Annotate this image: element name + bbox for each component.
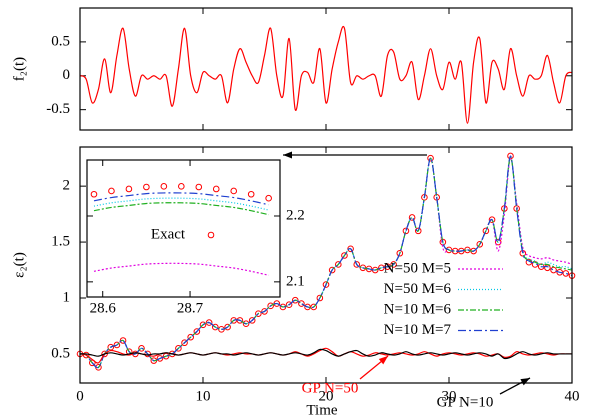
x-tick-label: 0 [76, 388, 84, 404]
data-point [224, 323, 231, 331]
x-tick-label: 30 [442, 388, 457, 404]
arrow-head [283, 151, 292, 159]
data-point [143, 183, 150, 191]
arrow-head [378, 356, 388, 365]
y-tick-label: 0.5 [51, 345, 70, 361]
x-tick-label: 28.7 [177, 300, 204, 316]
data-line [93, 202, 269, 216]
data-point [90, 190, 98, 198]
plot-area [87, 160, 280, 297]
data-point [488, 216, 496, 224]
plot-frame [79, 7, 573, 131]
data-point [261, 308, 268, 315]
data-point [212, 323, 219, 331]
data-point [304, 303, 311, 311]
data-point [160, 183, 168, 190]
data-point [125, 185, 133, 193]
data-point [414, 227, 422, 235]
y-axis-label: ε₂(t) [11, 252, 27, 278]
data-line [93, 192, 269, 206]
data-point [482, 227, 490, 235]
data-point [242, 320, 250, 328]
data-point [119, 337, 127, 344]
data-point [322, 281, 330, 288]
data-point [156, 355, 164, 362]
plot-frame [86, 159, 281, 298]
y-tick-label: 0.5 [51, 33, 70, 49]
data-point [108, 187, 115, 195]
x-tick-label: 10 [196, 388, 211, 404]
data-point [427, 154, 434, 162]
arrow-head [520, 378, 530, 386]
data-point [175, 345, 182, 352]
legend-label: N=50 M=6 [384, 281, 452, 297]
legend-label: Exact [151, 226, 186, 242]
x-tick-label: 28.6 [90, 300, 117, 316]
data-point [285, 301, 293, 309]
y-tick-label: -0.5 [46, 101, 70, 117]
x-tick-label: 40 [565, 388, 580, 404]
data-line [93, 197, 269, 211]
data-point [310, 303, 318, 311]
data-point [187, 333, 194, 341]
legend-marker [207, 231, 215, 239]
data-point [101, 350, 108, 358]
annotation: GP N=50 [302, 380, 359, 396]
data-point [255, 310, 262, 317]
data-point [396, 249, 404, 257]
data-point [291, 296, 299, 304]
data-line [79, 348, 572, 360]
y-tick-label: 0 [63, 67, 71, 83]
data-point [195, 183, 203, 191]
data-point [347, 245, 354, 253]
annotation: GP N=10 [437, 394, 494, 410]
data-point [230, 187, 238, 195]
data-point [265, 194, 272, 202]
data-point [138, 345, 145, 352]
data-point [248, 317, 256, 324]
data-point [298, 300, 305, 307]
plot-area [80, 8, 572, 130]
x-tick-label: 20 [319, 388, 334, 404]
y-axis-label: f₂(t) [11, 57, 27, 81]
data-point [341, 252, 348, 259]
data-point [335, 261, 342, 268]
data-point [113, 341, 121, 349]
data-point [359, 264, 367, 272]
data-point [199, 321, 207, 329]
data-point [445, 246, 453, 254]
data-point [402, 227, 410, 235]
data-point [193, 328, 201, 335]
y-tick-label: 2.1 [286, 273, 305, 289]
y-tick-label: 2 [63, 178, 71, 194]
data-point [181, 339, 188, 347]
plot-frame [79, 146, 573, 384]
data-point [353, 261, 361, 268]
data-point [168, 350, 176, 358]
data-line [79, 155, 573, 369]
data-point [247, 190, 255, 198]
y-tick-label: 1.5 [51, 234, 70, 250]
data-point [212, 185, 220, 193]
y-tick-label: 1 [63, 289, 71, 305]
y-tick-label: 2.2 [286, 207, 305, 223]
data-point [178, 183, 185, 190]
x-axis-label: Time [306, 402, 337, 418]
data-point [408, 214, 416, 221]
data-point [267, 302, 274, 310]
data-line [93, 262, 269, 276]
data-point [328, 266, 336, 274]
data-point [476, 241, 484, 248]
data-point [82, 351, 90, 359]
data-point [390, 261, 397, 268]
legend-label: N=10 M=7 [384, 322, 452, 338]
legend-label: N=10 M=6 [384, 301, 452, 317]
legend-label: N=50 M=5 [384, 260, 451, 276]
data-line [79, 26, 573, 124]
data-point [316, 294, 324, 302]
